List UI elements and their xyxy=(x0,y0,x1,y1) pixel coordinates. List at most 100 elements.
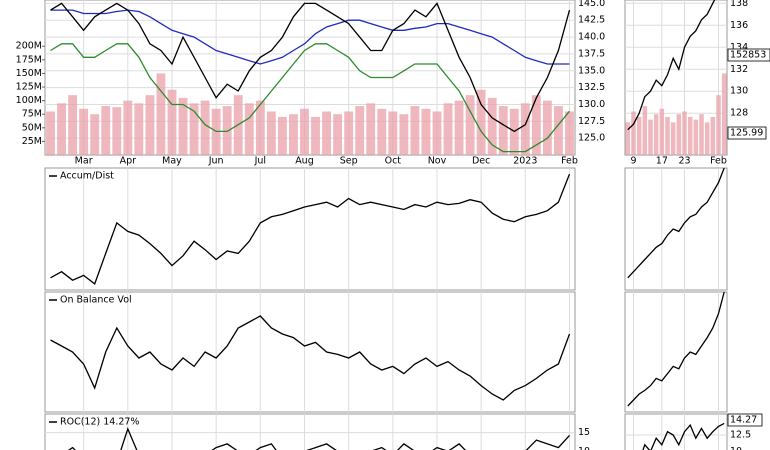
panel-frame xyxy=(44,413,576,450)
volume-bar xyxy=(222,106,232,155)
x-tick-label: Mar xyxy=(75,156,93,167)
y2-tick-label: 125M xyxy=(16,82,42,93)
series-line xyxy=(50,173,571,285)
volume-bar xyxy=(410,106,420,155)
x-tick-label: 23 xyxy=(678,156,690,167)
panel-frame xyxy=(44,167,576,291)
x-tick-label: Feb xyxy=(710,156,727,167)
volume-bar xyxy=(399,114,409,155)
y-tick-label: 12.5 xyxy=(730,429,751,440)
volume-bar xyxy=(355,106,365,155)
x-tick-label: Feb xyxy=(561,156,578,167)
y2-tick-label: 75M xyxy=(22,109,42,120)
panels: Mar Apr May Jun Jul Aug Sep Oct Nov Dec 2023 Feb 145… xyxy=(16,0,751,450)
volume-bar xyxy=(289,114,298,155)
x-tick-label: Aug xyxy=(295,156,314,167)
y2-tick-label: 25M xyxy=(22,136,42,147)
panel: Accum/Dist xyxy=(44,167,576,291)
volume-box-label: 152853 xyxy=(730,50,766,61)
volume-bar xyxy=(167,89,177,155)
plot-area xyxy=(627,292,725,412)
volume-bar xyxy=(648,119,653,155)
volume-bar xyxy=(134,103,144,155)
y-tick-label: 15 xyxy=(578,427,590,438)
y-tick-label: 140.0 xyxy=(578,32,605,43)
volume-bar xyxy=(520,103,530,155)
plot-area xyxy=(50,168,571,290)
volume-bar xyxy=(344,111,354,155)
plot-area xyxy=(627,168,725,290)
series-line xyxy=(627,292,725,407)
volume-bar xyxy=(687,116,693,155)
y-tick-label: 136 xyxy=(730,20,748,31)
y-tick-label: 128 xyxy=(730,108,748,119)
series-line xyxy=(50,315,571,401)
y-tick-label: 132.5 xyxy=(578,82,605,93)
volume-bar xyxy=(465,95,475,155)
x-tick-label: May xyxy=(162,156,182,167)
y-tick-label: 130.0 xyxy=(578,99,605,110)
plot-area xyxy=(625,0,727,155)
plot-area xyxy=(50,292,571,412)
volume-box xyxy=(727,48,770,62)
series-line xyxy=(627,0,716,131)
x-tick-label: Dec xyxy=(472,156,490,167)
y2-tick-label: 50M xyxy=(22,122,42,133)
volume-bar xyxy=(145,95,155,155)
volume-bar xyxy=(443,103,453,155)
volume-bar xyxy=(432,111,442,155)
volume-bar xyxy=(716,95,721,155)
roc-box xyxy=(727,413,763,427)
panel-frame xyxy=(624,167,728,291)
panel: 9 17 23 Feb 138 136 134 132 130 128 xyxy=(624,0,748,167)
volume-bar xyxy=(565,111,574,155)
volume-bar xyxy=(311,116,320,155)
volume-bar xyxy=(670,122,676,155)
volume-bar xyxy=(156,73,166,155)
volume-bar xyxy=(266,111,276,155)
y-tick-label: 137.5 xyxy=(578,48,605,59)
volume-bar xyxy=(498,106,508,155)
panel-frame xyxy=(624,0,728,156)
roc-box-label: 14.27 xyxy=(730,415,757,426)
y-tick-label: 125.0 xyxy=(578,133,605,144)
volume-bar xyxy=(112,107,122,155)
volume-bar xyxy=(300,108,309,155)
volume-bar xyxy=(554,106,563,155)
volume-bar xyxy=(704,122,710,155)
x-tick-label: 9 xyxy=(630,156,636,167)
panel: Mar Apr May Jun Jul Aug Sep Oct Nov Dec 2023 Feb 145… xyxy=(16,0,605,167)
volume-bar xyxy=(476,89,486,155)
y2-tick-label: 200M xyxy=(16,41,42,52)
volume-bar xyxy=(665,116,670,155)
x-tick-label: Apr xyxy=(120,156,137,167)
volume-bar xyxy=(90,114,100,155)
series-line xyxy=(50,9,570,65)
y-tick-label: 134 xyxy=(730,42,748,53)
volume-bar xyxy=(255,100,265,155)
series-line xyxy=(627,168,725,279)
volume-bar xyxy=(659,108,665,155)
x-tick-label: Nov xyxy=(428,156,447,167)
x-tick-label: 2023 xyxy=(513,156,537,167)
volume-bar xyxy=(636,116,642,155)
volume-bar xyxy=(189,103,199,155)
volume-bar xyxy=(388,111,398,155)
volume-bar xyxy=(200,100,210,155)
panel-frame xyxy=(44,0,576,156)
volume-bar xyxy=(454,100,464,155)
volume-bar xyxy=(653,114,659,155)
volume-bar xyxy=(676,114,682,155)
volume-bar xyxy=(333,114,343,155)
series-line xyxy=(642,422,725,450)
panel xyxy=(624,167,728,291)
series-line xyxy=(50,43,571,153)
y-tick-label: 10 xyxy=(730,446,742,450)
x-tick-label: Jul xyxy=(254,156,266,167)
volume-bar xyxy=(101,106,111,155)
panel-title: On Balance Vol xyxy=(60,295,132,306)
panel: On Balance Vol xyxy=(44,291,576,413)
panel-frame xyxy=(44,291,576,413)
price-box xyxy=(727,126,767,140)
y2-tick-label: 150M xyxy=(16,68,42,79)
